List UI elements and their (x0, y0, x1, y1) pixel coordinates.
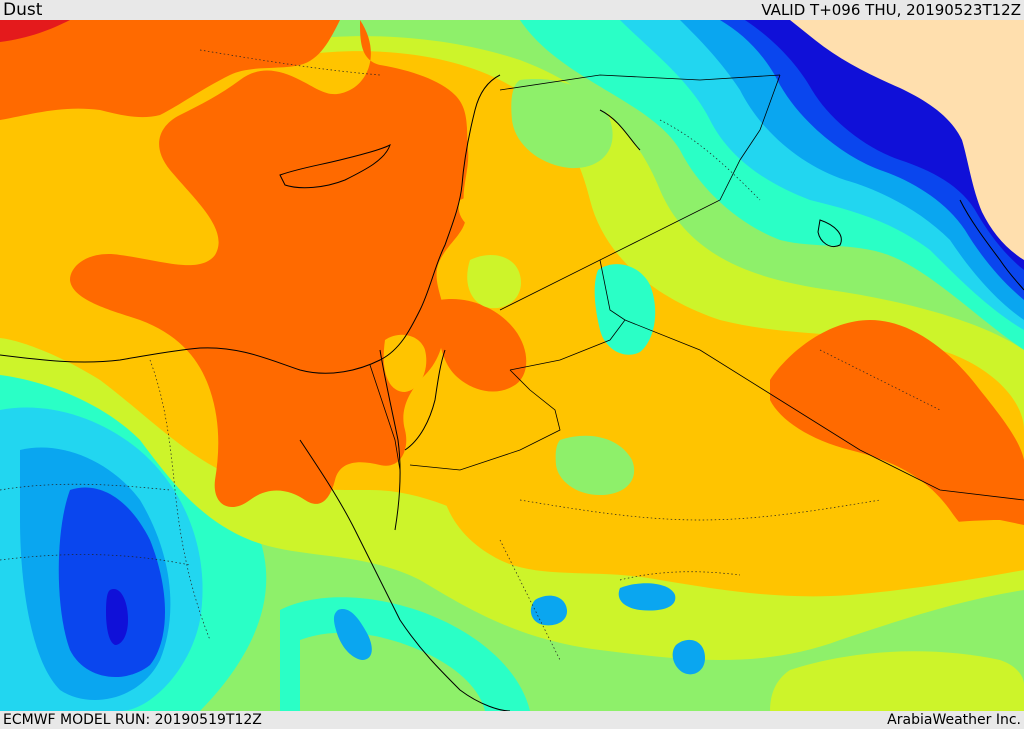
field-green-pocket-central (555, 435, 635, 495)
field-lime-pocket (467, 255, 521, 309)
field-blue-southwest (58, 487, 165, 677)
product-title: Dust (3, 0, 43, 20)
field-sky-red-sea (333, 609, 372, 660)
field-red-corner (0, 20, 70, 42)
field-orange-main-plume (0, 20, 469, 508)
field-lime-south-tail (770, 651, 1024, 711)
header-bar: Dust VALID T+096 THU, 20190523T12Z (0, 0, 1024, 20)
model-run: ECMWF MODEL RUN: 20190519T12Z (3, 712, 262, 728)
dust-map-canvas (0, 20, 1024, 711)
dust-map (0, 20, 1024, 711)
field-sky-southeast-3 (530, 595, 568, 626)
credit: ArabiaWeather Inc. (887, 712, 1021, 728)
country-borders (369, 74, 1024, 501)
field-orange-north-strip (0, 20, 340, 120)
admin-boundaries (0, 49, 941, 661)
field-amber-iraq (458, 190, 573, 247)
field-aqua-pocket-central (594, 264, 656, 355)
coastlines (0, 74, 1024, 711)
land-no-data-northeast (790, 20, 1024, 260)
field-orange-jordan (438, 299, 527, 392)
field-navy-southwest (106, 589, 128, 645)
footer-bar: ECMWF MODEL RUN: 20190519T12Z ArabiaWeat… (0, 711, 1024, 729)
valid-time: VALID T+096 THU, 20190523T12Z (761, 1, 1021, 19)
field-sky-southeast-2 (618, 583, 676, 611)
field-orange-saudi-east (770, 320, 1024, 553)
field-green-pocket-north (511, 79, 613, 169)
field-amber-south (440, 477, 1024, 597)
field-sky-southeast-4 (672, 639, 705, 675)
field-green-red-sea (300, 632, 485, 711)
